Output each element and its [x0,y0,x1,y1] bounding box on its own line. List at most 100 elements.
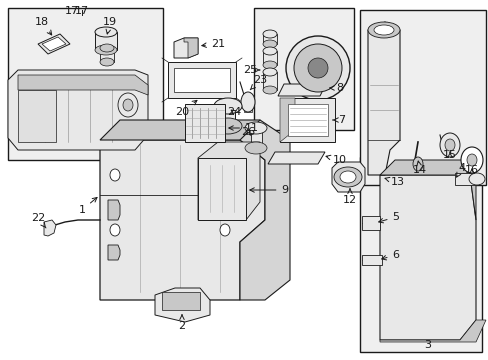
Ellipse shape [263,68,276,76]
Ellipse shape [263,40,276,48]
Text: 24: 24 [226,107,241,117]
Bar [361,255,381,265]
Text: 2: 2 [178,315,185,331]
Ellipse shape [367,22,399,38]
Ellipse shape [263,86,276,94]
Bar [95,32,117,50]
Text: 22: 22 [31,213,46,228]
Ellipse shape [468,173,484,185]
Polygon shape [8,70,148,150]
Polygon shape [44,220,56,236]
Ellipse shape [333,167,361,187]
Ellipse shape [373,25,393,35]
Polygon shape [174,38,198,58]
Polygon shape [42,37,66,51]
Ellipse shape [95,27,117,37]
Bar [162,292,200,310]
Bar [18,90,56,142]
Text: 17: 17 [65,6,79,16]
Text: 1: 1 [79,198,97,215]
Polygon shape [278,84,325,96]
Polygon shape [108,200,120,220]
Text: 15: 15 [442,150,456,160]
Text: 9: 9 [249,185,288,195]
Bar [359,10,485,185]
Ellipse shape [460,147,482,173]
Bar [359,157,481,352]
Polygon shape [198,142,260,220]
Ellipse shape [110,224,120,236]
Bar [174,68,229,92]
Ellipse shape [263,61,276,69]
Text: 23: 23 [250,75,266,90]
Ellipse shape [339,171,355,183]
Bar [184,104,224,142]
Ellipse shape [285,36,349,100]
Bar [100,48,114,62]
Text: 8: 8 [329,83,343,93]
Bar [361,216,379,230]
Polygon shape [100,140,264,300]
Text: 13: 13 [384,177,404,187]
Text: 21: 21 [202,39,224,49]
Ellipse shape [444,139,454,151]
Text: 4: 4 [456,163,465,177]
Polygon shape [367,22,399,175]
Ellipse shape [412,157,422,171]
Polygon shape [379,175,475,340]
Polygon shape [280,98,294,142]
Ellipse shape [100,58,114,66]
Polygon shape [18,75,148,95]
Polygon shape [100,120,264,140]
Ellipse shape [439,133,459,157]
Polygon shape [379,160,475,220]
Ellipse shape [241,92,254,112]
Text: 11: 11 [228,123,259,133]
Polygon shape [108,245,120,260]
Ellipse shape [244,122,266,134]
Polygon shape [240,120,289,300]
Polygon shape [38,34,70,54]
Polygon shape [267,152,325,164]
Text: 12: 12 [342,189,356,205]
Ellipse shape [466,154,476,166]
Bar [307,111,327,123]
Polygon shape [331,162,364,192]
Text: 26: 26 [241,127,255,137]
Text: 17: 17 [75,6,89,16]
Bar [250,128,262,148]
Ellipse shape [123,99,133,111]
Ellipse shape [220,224,229,236]
Text: 20: 20 [175,100,197,117]
Polygon shape [183,38,198,58]
Bar [287,104,327,136]
Polygon shape [379,320,485,342]
Bar [253,8,353,130]
Text: 6: 6 [381,250,399,260]
Bar [221,106,235,126]
Polygon shape [155,288,209,322]
Bar [244,102,251,112]
Bar [263,72,276,90]
Bar [198,158,245,220]
Ellipse shape [263,47,276,55]
Text: 16: 16 [464,165,478,175]
Bar [263,51,276,65]
Text: 3: 3 [424,340,430,350]
Ellipse shape [214,118,242,134]
Bar [263,34,276,44]
Ellipse shape [95,45,117,55]
Bar [280,98,334,142]
Ellipse shape [110,169,120,181]
Text: 18: 18 [35,17,52,35]
Text: 5: 5 [378,212,399,223]
Ellipse shape [100,44,114,52]
Text: 17: 17 [0,359,1,360]
Ellipse shape [118,93,138,117]
Ellipse shape [293,44,341,92]
Text: 10: 10 [325,155,346,165]
Ellipse shape [244,142,266,154]
Bar [454,173,476,185]
Ellipse shape [307,58,327,78]
Bar [8,8,163,160]
